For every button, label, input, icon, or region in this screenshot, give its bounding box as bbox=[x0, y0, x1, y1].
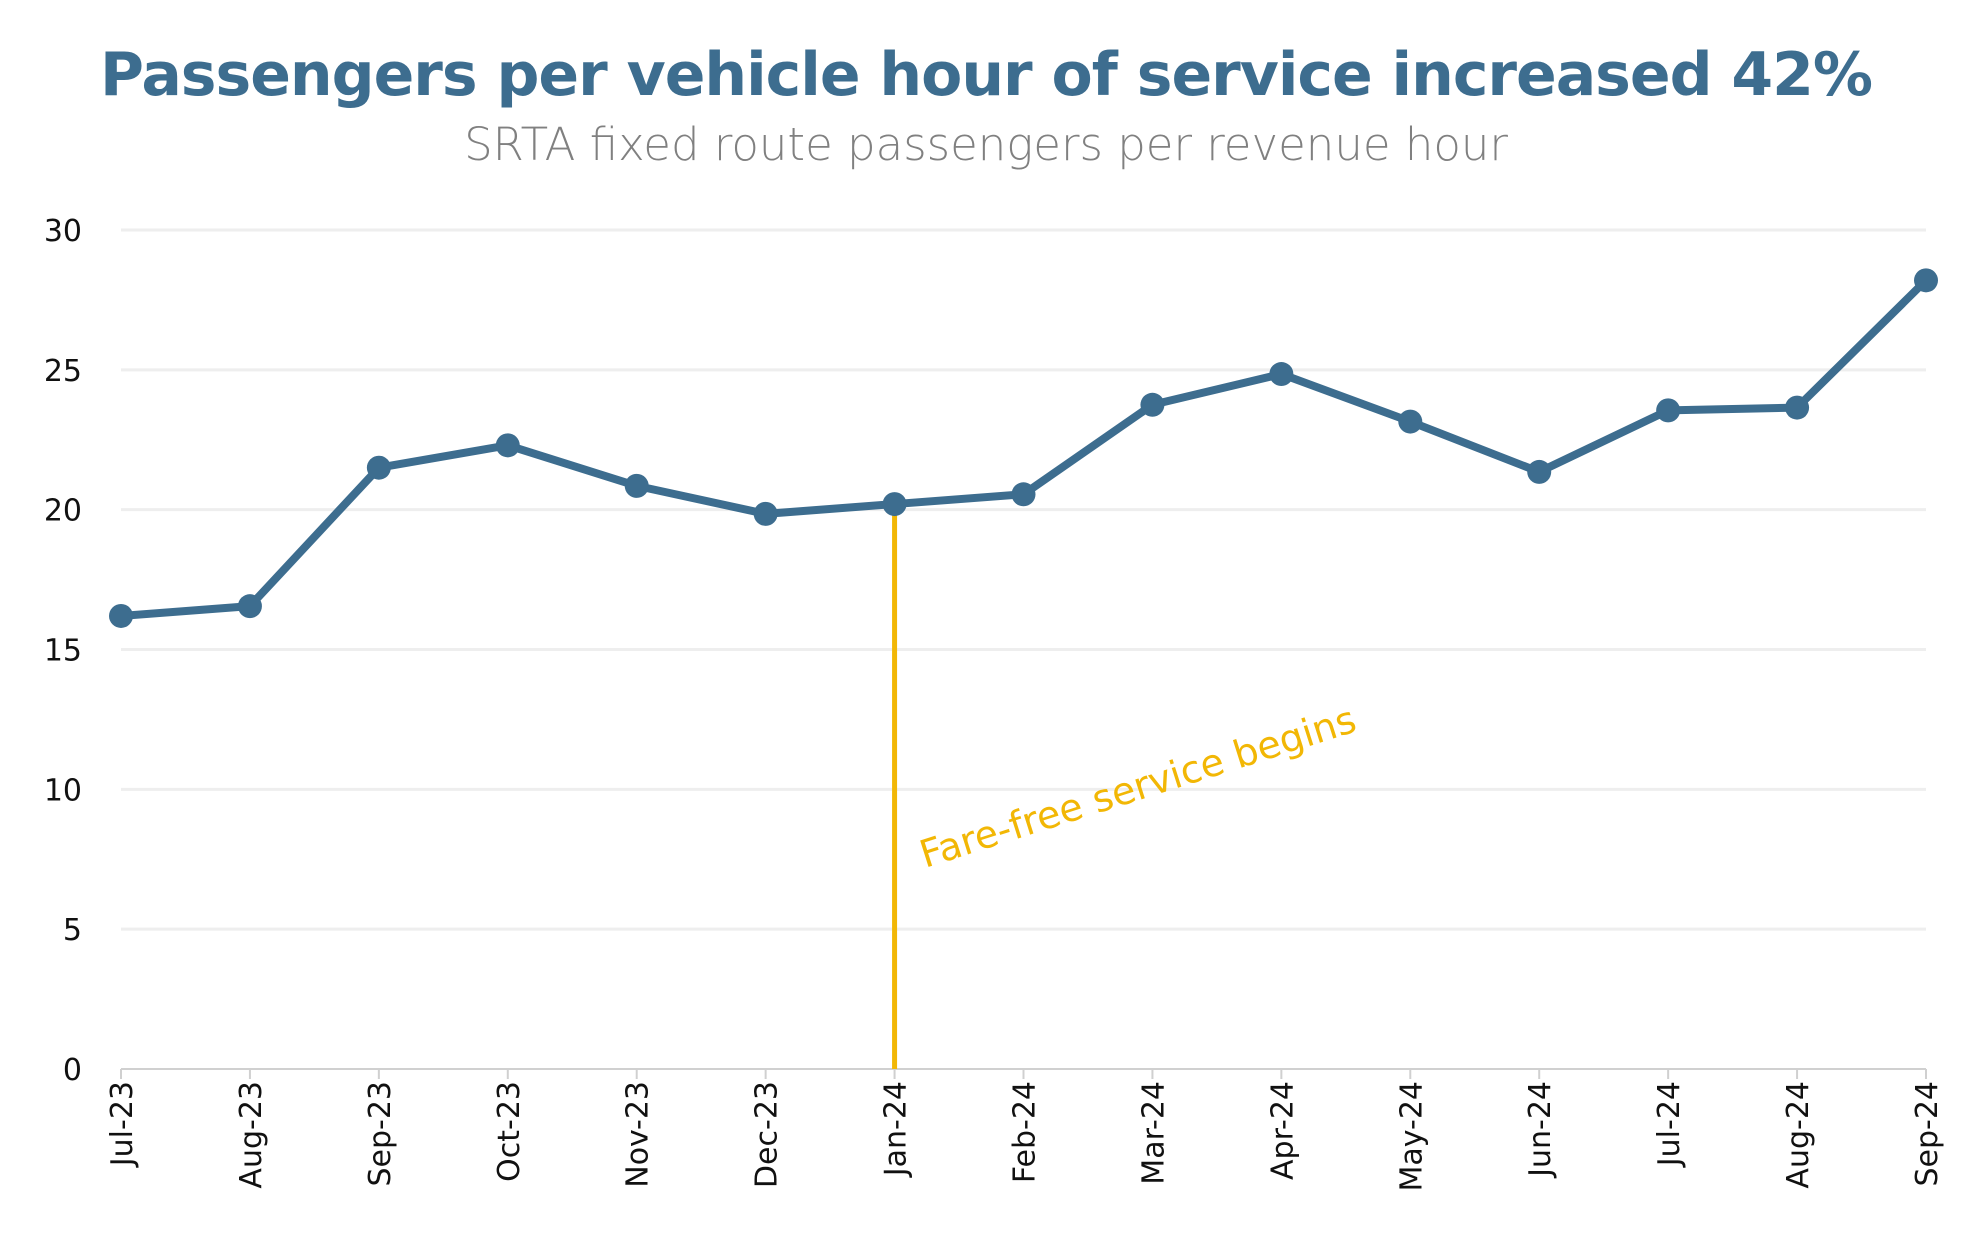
y-tick-label: 10 bbox=[44, 773, 82, 808]
x-tick-label: Mar-24 bbox=[1136, 1081, 1171, 1185]
annotation-label: Fare-free service begins bbox=[914, 697, 1361, 876]
data-point bbox=[1140, 392, 1165, 417]
series-line bbox=[120, 277, 1929, 620]
y-tick-label: 30 bbox=[44, 214, 82, 249]
data-point bbox=[753, 501, 778, 526]
x-tick-label: Nov-23 bbox=[621, 1081, 656, 1188]
y-tick-label: 25 bbox=[44, 354, 82, 389]
data-point bbox=[1269, 362, 1294, 387]
x-tick-label: Apr-24 bbox=[1265, 1081, 1300, 1180]
x-tick-label: Aug-24 bbox=[1781, 1081, 1816, 1189]
data-point bbox=[1398, 409, 1423, 434]
data-point bbox=[1527, 459, 1552, 484]
y-tick-label: 0 bbox=[63, 1053, 82, 1088]
y-tick-label: 15 bbox=[44, 634, 82, 669]
y-tick-label: 20 bbox=[44, 494, 82, 529]
chart-title: Passengers per vehicle hour of service i… bbox=[99, 40, 1873, 110]
data-point bbox=[495, 433, 520, 458]
chart-subtitle: SRTA fixed route passengers per revenue … bbox=[464, 118, 1508, 171]
data-point bbox=[1011, 482, 1036, 507]
x-tick-label: Jun-24 bbox=[1523, 1081, 1558, 1179]
data-point bbox=[1656, 398, 1681, 423]
x-tick-label: Aug-23 bbox=[234, 1081, 269, 1189]
x-tick-label: May-24 bbox=[1394, 1081, 1429, 1192]
data-point bbox=[882, 492, 907, 517]
data-point bbox=[366, 455, 391, 480]
x-tick-label: Jul-23 bbox=[105, 1081, 140, 1168]
x-tick-label: Dec-23 bbox=[750, 1081, 785, 1188]
data-point bbox=[624, 473, 649, 498]
x-tick-label: Jan-24 bbox=[879, 1081, 914, 1178]
y-tick-label: 5 bbox=[63, 913, 82, 948]
data-point bbox=[237, 594, 262, 619]
x-tick-label: Sep-24 bbox=[1910, 1081, 1945, 1187]
x-tick-label: Feb-24 bbox=[1008, 1081, 1043, 1183]
data-point bbox=[1785, 395, 1810, 420]
data-point bbox=[1914, 268, 1938, 293]
x-tick-label: Oct-23 bbox=[492, 1081, 527, 1182]
x-tick-label: Sep-23 bbox=[363, 1081, 398, 1187]
data-point bbox=[109, 603, 133, 628]
x-tick-label: Jul-24 bbox=[1652, 1081, 1687, 1168]
